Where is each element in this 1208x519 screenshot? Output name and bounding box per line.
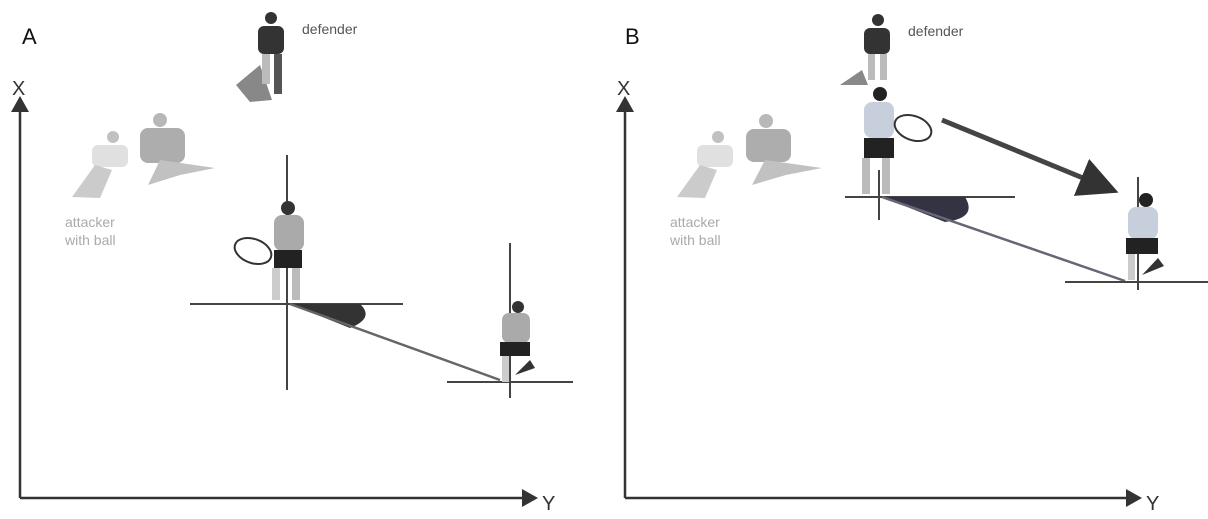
player — [500, 301, 535, 382]
panel-label: A — [22, 24, 37, 49]
axis-arrow — [11, 96, 29, 112]
axis-arrow — [1126, 489, 1142, 507]
attacker-label: with ball — [64, 232, 116, 248]
player — [233, 201, 304, 300]
attacker-figure — [677, 114, 822, 198]
shadow-line — [881, 195, 1126, 283]
axis-label: X — [617, 78, 630, 100]
panel-label: B — [625, 24, 640, 49]
movement-arrow — [941, 117, 1119, 196]
defender-label: defender — [908, 23, 964, 39]
axis-label: Y — [1146, 493, 1159, 514]
attacker-label: with ball — [669, 232, 721, 248]
attacker-label: attacker — [65, 214, 115, 230]
axis-label: X — [12, 78, 25, 100]
axis-arrow — [616, 96, 634, 112]
defender-figure — [236, 12, 284, 102]
defender-label: defender — [302, 21, 358, 37]
panel-b: B X Y defender attacker with ball — [616, 14, 1208, 515]
shadow-line — [289, 302, 501, 382]
axis-arrow — [522, 489, 538, 507]
attacker-label: attacker — [670, 214, 720, 230]
attacker-figure — [72, 113, 215, 198]
axis-label: Y — [542, 493, 555, 514]
player — [862, 87, 933, 194]
defender-figure — [840, 14, 890, 85]
player — [1126, 193, 1164, 280]
panel-a: A X Y defender attacker with ball — [11, 12, 573, 515]
